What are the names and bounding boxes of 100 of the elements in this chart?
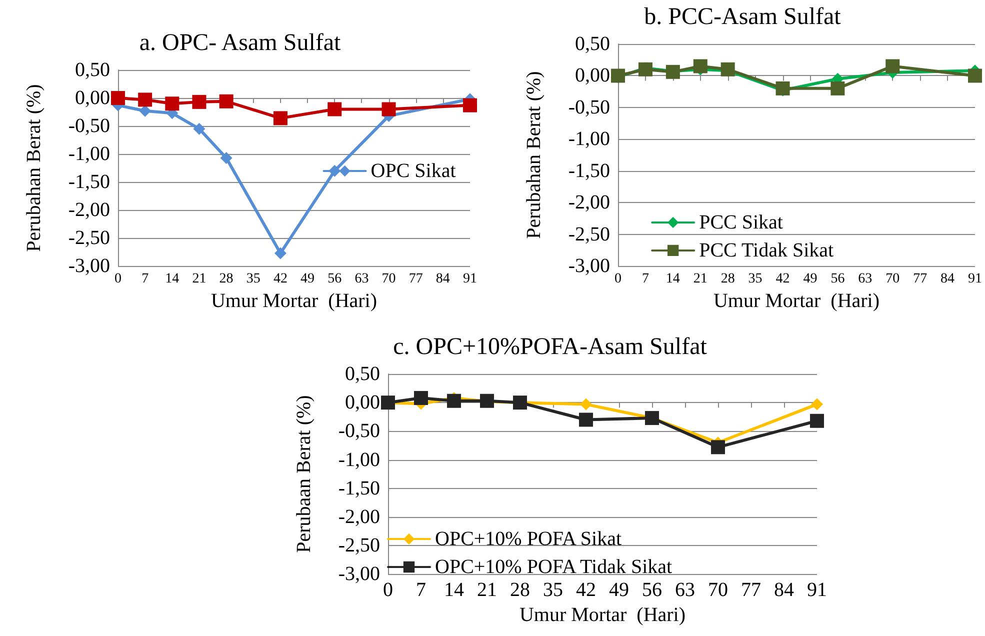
- point: [274, 247, 286, 260]
- point: [463, 98, 477, 112]
- x-tick-label: 7: [142, 272, 149, 287]
- y-tick-label: -1,50: [68, 171, 110, 194]
- x-tick-label: 42: [576, 579, 596, 602]
- point: [273, 111, 288, 126]
- point: [886, 59, 900, 74]
- point: [192, 94, 206, 109]
- point: [810, 414, 824, 428]
- x-tick-label: 42: [776, 272, 790, 287]
- point: [165, 96, 180, 111]
- x-tick-label: 28: [720, 272, 735, 287]
- x-tick-label: 28: [510, 579, 530, 602]
- x-tick-label: 77: [408, 272, 423, 287]
- y-tick-label: -3,00: [338, 563, 380, 586]
- x-tick-label: 21: [192, 272, 206, 287]
- y-tick-label: 0,00: [575, 64, 610, 87]
- x-tick-label: 28: [219, 272, 234, 287]
- point: [968, 68, 982, 83]
- y-tick-label: -1,50: [568, 160, 610, 182]
- x-tick-label: 56: [642, 579, 662, 602]
- x-tick-label: 14: [444, 579, 464, 602]
- legend-label: PCC Sikat: [699, 211, 784, 234]
- point: [219, 94, 234, 108]
- point: [711, 440, 725, 454]
- x-tick-label: 91: [463, 272, 477, 287]
- x-tick-label: 56: [830, 272, 845, 287]
- y-tick-label: -0,50: [338, 420, 380, 442]
- y-tick-label: -1,50: [338, 477, 380, 500]
- x-tick-label: 70: [708, 579, 728, 602]
- x-tick-label: 49: [803, 272, 818, 287]
- x-tick-label: 7: [416, 579, 426, 602]
- point: [579, 412, 593, 427]
- x-tick-label: 49: [609, 579, 629, 602]
- x-tick-label: 21: [477, 579, 497, 602]
- y-tick-label: -2,50: [68, 227, 110, 250]
- y-tick-label: -1,00: [68, 143, 110, 166]
- point: [720, 62, 735, 76]
- y-tick-label: -3,00: [68, 255, 110, 278]
- point: [193, 122, 206, 135]
- x-tick-label: 35: [543, 579, 563, 602]
- x-tick-label: 84: [774, 579, 794, 602]
- x-tick-label: 70: [886, 272, 900, 287]
- y-tick-label: 0,00: [345, 392, 380, 414]
- x-tick-label: 77: [913, 272, 928, 287]
- x-axis-title: Umur Mortar (Hari): [713, 290, 880, 312]
- y-tick-label: -2,50: [568, 223, 610, 246]
- chart-title: c. OPC+10%POFA-Asam Sulfat: [393, 334, 708, 360]
- y-tick-label: -2,00: [568, 192, 610, 214]
- point: [111, 91, 125, 106]
- legend-label: OPC+10% POFA Sikat: [435, 528, 622, 550]
- legend-label: OPC+10% POFA Tidak Sikat: [435, 556, 673, 578]
- point: [414, 391, 428, 406]
- x-tick-label: 14: [165, 272, 180, 287]
- y-tick-label: 0,00: [75, 87, 110, 110]
- x-tick-label: 14: [666, 272, 680, 287]
- x-tick-label: 0: [114, 272, 122, 287]
- point: [382, 102, 396, 116]
- y-tick-label: -2,50: [338, 534, 380, 557]
- x-tick-label: 49: [300, 272, 315, 287]
- x-axis-title: Umur Mortar (Hari): [210, 290, 378, 312]
- x-tick-label: 84: [436, 272, 450, 287]
- y-axis-title: Perubahan Berat (%): [23, 84, 45, 252]
- y-tick-label: 0,50: [345, 363, 380, 385]
- point: [138, 92, 152, 107]
- point: [328, 102, 342, 116]
- point: [693, 59, 708, 74]
- y-tick-label: 0,50: [75, 59, 110, 81]
- y-tick-label: -0,50: [568, 96, 610, 118]
- point: [811, 398, 823, 410]
- legend-label: OPC Sikat: [370, 160, 456, 182]
- y-axis-title: Perubaan Berat (%): [293, 395, 315, 553]
- y-tick-label: 0,50: [575, 33, 610, 55]
- x-tick-label: 63: [675, 579, 695, 602]
- y-tick-label: -3,00: [568, 255, 610, 278]
- y-tick-label: -1,00: [338, 448, 380, 471]
- x-tick-label: 63: [858, 272, 872, 287]
- point: [220, 152, 232, 164]
- x-axis-title: Umur Mortar (Hari): [519, 604, 686, 626]
- x-tick-label: 7: [642, 272, 649, 287]
- x-tick-label: 21: [693, 272, 708, 287]
- x-tick-label: 70: [382, 272, 396, 287]
- point: [580, 398, 592, 410]
- y-tick-label: -2,00: [68, 199, 110, 222]
- x-tick-label: 91: [968, 272, 982, 287]
- x-tick-label: 84: [940, 272, 955, 287]
- point: [611, 68, 625, 83]
- x-tick-label: 56: [328, 272, 342, 287]
- y-axis-title: Perubahan Berat (%): [523, 71, 545, 239]
- legend-label: PCC Tidak Sikat: [699, 239, 834, 262]
- x-tick-label: 63: [354, 272, 369, 287]
- point: [830, 81, 845, 96]
- chart-title: b. PCC-Asam Sulfat: [644, 4, 842, 30]
- y-tick-label: -0,50: [68, 115, 110, 138]
- point: [776, 81, 790, 96]
- x-tick-label: 77: [741, 579, 761, 602]
- x-tick-label: 35: [246, 272, 260, 287]
- x-tick-label: 42: [273, 272, 288, 287]
- chart-title: a. OPC- Asam Sulfat: [139, 30, 341, 56]
- x-tick-label: 0: [383, 579, 393, 602]
